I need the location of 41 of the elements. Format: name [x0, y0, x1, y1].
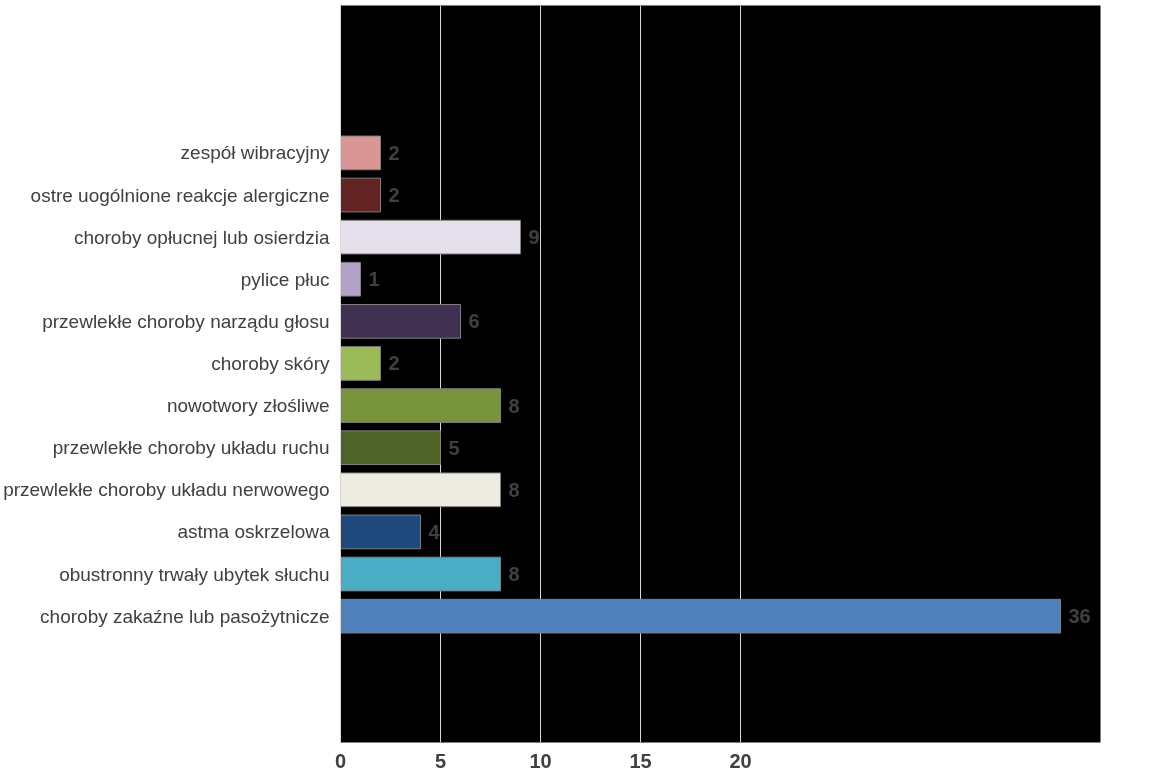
x-tick-label: 0 — [334, 749, 347, 772]
y-tick-label: zespół wibracyjny — [180, 142, 330, 164]
y-tick-label: przewlekłe choroby układu nerwowego — [3, 479, 330, 501]
bar — [340, 472, 501, 508]
y-tick-label: choroby opłucnej lub osierdzia — [73, 226, 330, 248]
bar — [340, 556, 501, 592]
bar — [340, 261, 361, 297]
bar — [340, 135, 381, 171]
y-tick-label: nowotwory złośliwe — [166, 395, 330, 417]
x-tick-label: 20 — [729, 749, 752, 772]
x-tick-label: 5 — [434, 749, 447, 772]
bar — [340, 346, 381, 381]
data-label: 2 — [388, 141, 400, 164]
data-label: 6 — [468, 310, 480, 333]
y-tick-label: ostre uogólnione reakcje alergiczne — [30, 184, 330, 206]
data-label: 36 — [1068, 605, 1091, 628]
y-tick-label: astma oskrzelowa — [177, 521, 330, 543]
data-label: 5 — [448, 436, 460, 459]
y-tick-label: przewlekłe choroby układu ruchu — [52, 437, 330, 459]
bar — [340, 430, 441, 466]
x-tick-label: 10 — [529, 749, 552, 772]
y-tick-label: przewlekłe choroby narządu głosu — [42, 310, 330, 332]
bar — [340, 304, 461, 339]
y-tick-label: pylice płuc — [240, 268, 330, 290]
data-label: 9 — [528, 226, 540, 249]
bar — [340, 388, 501, 423]
data-label: 4 — [428, 520, 441, 543]
bar — [340, 219, 521, 255]
y-tick-label: choroby zakaźne lub pasożytnicze — [40, 605, 330, 627]
x-tick-label: 15 — [629, 749, 652, 772]
y-tick-label: choroby skóry — [211, 352, 330, 374]
data-label: 8 — [508, 394, 520, 417]
data-label: 8 — [508, 563, 520, 586]
data-label: 2 — [388, 352, 400, 375]
y-tick-label: obustronny trwały ubytek słuchu — [59, 563, 330, 585]
bar — [340, 598, 1061, 634]
data-label: 2 — [388, 184, 400, 207]
bar — [340, 177, 381, 213]
data-label: 8 — [508, 478, 520, 501]
bar — [340, 514, 421, 550]
data-label: 1 — [368, 268, 380, 291]
